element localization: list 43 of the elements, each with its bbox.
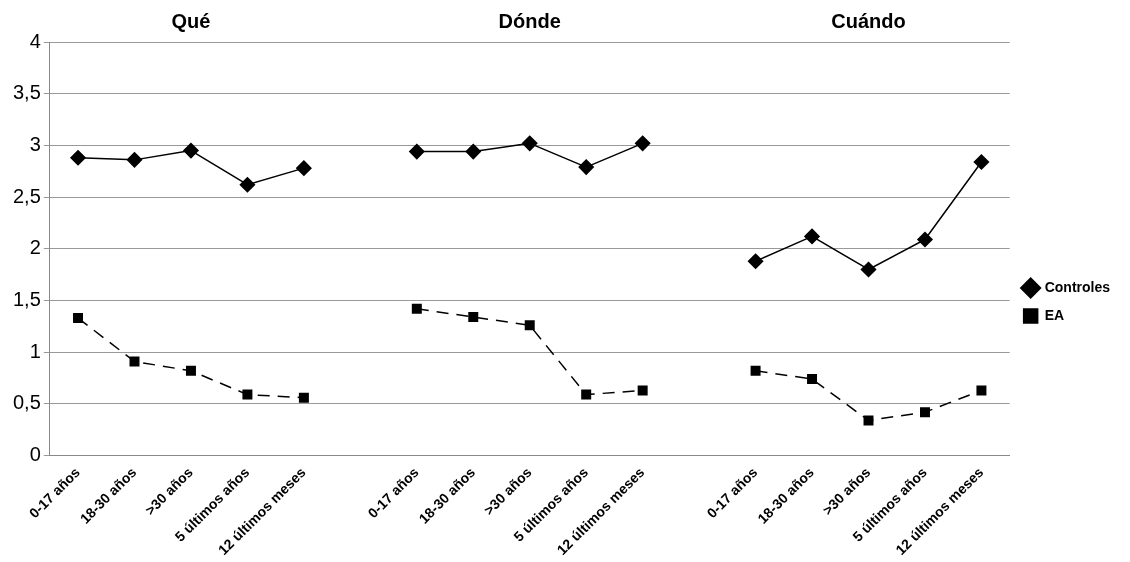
point	[296, 160, 312, 176]
y-tick-label: 3,5	[12, 81, 41, 104]
point	[411, 303, 422, 314]
y-tick-label: 2,5	[12, 184, 41, 207]
point	[521, 135, 538, 152]
y-tick-label: 3	[29, 132, 41, 155]
point	[524, 320, 535, 331]
point	[807, 374, 818, 385]
point	[750, 365, 761, 376]
point	[860, 261, 877, 278]
legend-label: EA	[1044, 306, 1065, 323]
point	[637, 385, 648, 396]
point	[747, 253, 764, 269]
point	[804, 228, 820, 245]
point	[976, 385, 987, 396]
point	[126, 152, 143, 168]
y-tick-label: 1	[29, 339, 41, 362]
point	[919, 407, 930, 418]
point	[634, 135, 651, 152]
point	[239, 176, 256, 193]
point	[973, 154, 990, 170]
point	[242, 389, 253, 400]
point	[185, 365, 196, 376]
point	[183, 142, 199, 159]
y-tick-label: 0	[29, 443, 41, 466]
point	[70, 150, 86, 166]
point	[468, 312, 479, 323]
y-tick-label: 1,5	[12, 288, 41, 311]
point	[863, 415, 874, 426]
legend-label: Controles	[1044, 278, 1111, 295]
y-tick-label: 2	[29, 236, 41, 259]
point	[73, 313, 84, 324]
text: Dónde	[498, 9, 561, 32]
point	[917, 231, 933, 248]
point	[581, 389, 592, 400]
y-tick-label: 4	[29, 29, 41, 52]
y-tick-label: 0,5	[12, 391, 41, 414]
point	[465, 143, 482, 160]
point	[578, 159, 594, 175]
point	[409, 143, 425, 160]
text: Qué	[171, 9, 211, 32]
point	[298, 392, 309, 403]
text: Cuándo	[831, 9, 906, 32]
